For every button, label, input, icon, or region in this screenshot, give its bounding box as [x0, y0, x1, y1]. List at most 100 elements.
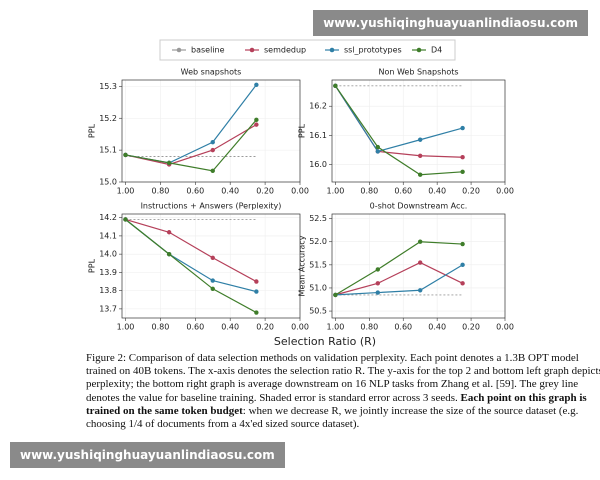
point — [254, 310, 259, 315]
x-tick-label: 0.60 — [186, 323, 204, 332]
point — [210, 168, 215, 174]
y-tick-label: 15.2 — [99, 114, 117, 123]
chart-title: Web snapshots — [181, 68, 242, 77]
y-tick-label: 51.5 — [309, 260, 327, 269]
x-tick-label: 0.60 — [394, 187, 412, 196]
y-tick-label: 52.5 — [309, 214, 327, 223]
point — [166, 230, 172, 235]
point — [375, 144, 380, 150]
y-tick-label: 52.0 — [309, 237, 327, 246]
y-axis-label: PPL — [298, 123, 307, 138]
chart-title: Instructions + Answers (Perplexity) — [141, 202, 282, 211]
point — [210, 255, 215, 260]
x-tick-label: 0.20 — [256, 323, 274, 332]
legend-label: baseline — [191, 46, 225, 55]
point — [460, 155, 465, 160]
point — [254, 82, 259, 87]
plot-frame — [121, 213, 301, 319]
x-tick-label: 0.60 — [186, 187, 204, 196]
point — [210, 286, 215, 292]
x-tick-label: 1.00 — [326, 187, 344, 196]
caption-text: Figure 2: Comparison of data selection m… — [86, 352, 600, 404]
caption-text: : when we decrease R, we jointly increas… — [86, 404, 579, 431]
series-line — [125, 218, 257, 283]
y-tick-label: 13.8 — [99, 286, 117, 295]
legend-label: semdedup — [264, 46, 306, 55]
point — [210, 278, 215, 283]
watermark: www.yushiqinghuayuanlindiaosu.com — [10, 442, 285, 468]
series-line — [335, 241, 463, 296]
y-axis-label: PPL — [88, 258, 97, 273]
point — [417, 137, 423, 142]
point — [460, 281, 465, 286]
x-tick-label: 1.00 — [326, 323, 344, 332]
x-tick-label: 0.20 — [462, 323, 480, 332]
point — [166, 251, 172, 257]
x-tick-label: 0.80 — [151, 323, 169, 332]
x-tick-label: 0.20 — [462, 187, 480, 196]
y-tick-label: 50.5 — [309, 307, 327, 316]
caption: Figure 2: Comparison of data selection m… — [86, 352, 600, 431]
point — [166, 160, 172, 166]
series-line — [125, 84, 257, 164]
x-tick-label: 0.40 — [428, 323, 446, 332]
legend-marker — [176, 47, 182, 53]
series-line — [125, 119, 257, 172]
point — [210, 139, 215, 145]
point — [375, 149, 380, 154]
legend-marker — [329, 47, 335, 53]
chart-title: Non Web Snapshots — [378, 68, 458, 77]
y-tick-label: 13.9 — [99, 268, 117, 277]
x-tick-label: 0.80 — [360, 323, 378, 332]
x-tick-label: 0.80 — [151, 187, 169, 196]
y-tick-label: 51.0 — [309, 283, 327, 292]
y-tick-label: 15.0 — [99, 178, 117, 187]
y-tick-label: 16.1 — [309, 131, 327, 140]
series-line — [335, 264, 463, 296]
point — [333, 83, 338, 89]
series-line — [125, 219, 257, 293]
x-tick-label: 0.20 — [256, 187, 274, 196]
caption-bold: Each point on this graph is trained on t… — [86, 391, 587, 417]
y-tick-label: 16.0 — [309, 160, 327, 169]
point — [254, 279, 259, 284]
series-line — [334, 85, 463, 176]
plot-frame — [331, 79, 506, 183]
x-tick-label: 1.00 — [117, 323, 135, 332]
y-axis-label: Mean Accuracy — [298, 235, 307, 296]
x-tick-label: 0.00 — [496, 187, 514, 196]
x-tick-label: 0.40 — [221, 187, 239, 196]
point — [417, 288, 423, 293]
series-line — [125, 124, 257, 166]
x-tick-label: 0.60 — [394, 323, 412, 332]
series-line — [125, 219, 257, 314]
point — [417, 172, 423, 177]
point — [460, 241, 465, 247]
series-line — [335, 261, 463, 296]
point — [460, 169, 465, 174]
point — [417, 239, 423, 244]
chart-title: 0-shot Downstream Acc. — [370, 202, 468, 211]
point — [460, 262, 465, 268]
x-tick-label: 0.00 — [291, 323, 309, 332]
y-tick-label: 13.7 — [99, 304, 117, 313]
x-tick-label: 0.00 — [496, 323, 514, 332]
plot-frame — [121, 79, 301, 183]
point — [375, 290, 380, 295]
x-tick-label: 0.80 — [360, 187, 378, 196]
point — [254, 289, 259, 294]
y-axis-label: PPL — [88, 123, 97, 138]
x-axis-label: Selection Ratio (R) — [274, 335, 376, 348]
point — [375, 281, 380, 286]
x-tick-label: 0.40 — [428, 187, 446, 196]
point — [254, 122, 259, 127]
point — [254, 117, 259, 123]
figure: Selection Ratio (R) baseline semdedup ssl_… — [88, 39, 514, 348]
y-tick-label: 15.1 — [99, 146, 117, 155]
point — [417, 153, 423, 158]
point — [417, 260, 423, 265]
plot-frame — [331, 213, 506, 319]
point — [123, 152, 128, 158]
y-tick-label: 15.3 — [99, 82, 117, 91]
legend-box — [159, 39, 456, 61]
